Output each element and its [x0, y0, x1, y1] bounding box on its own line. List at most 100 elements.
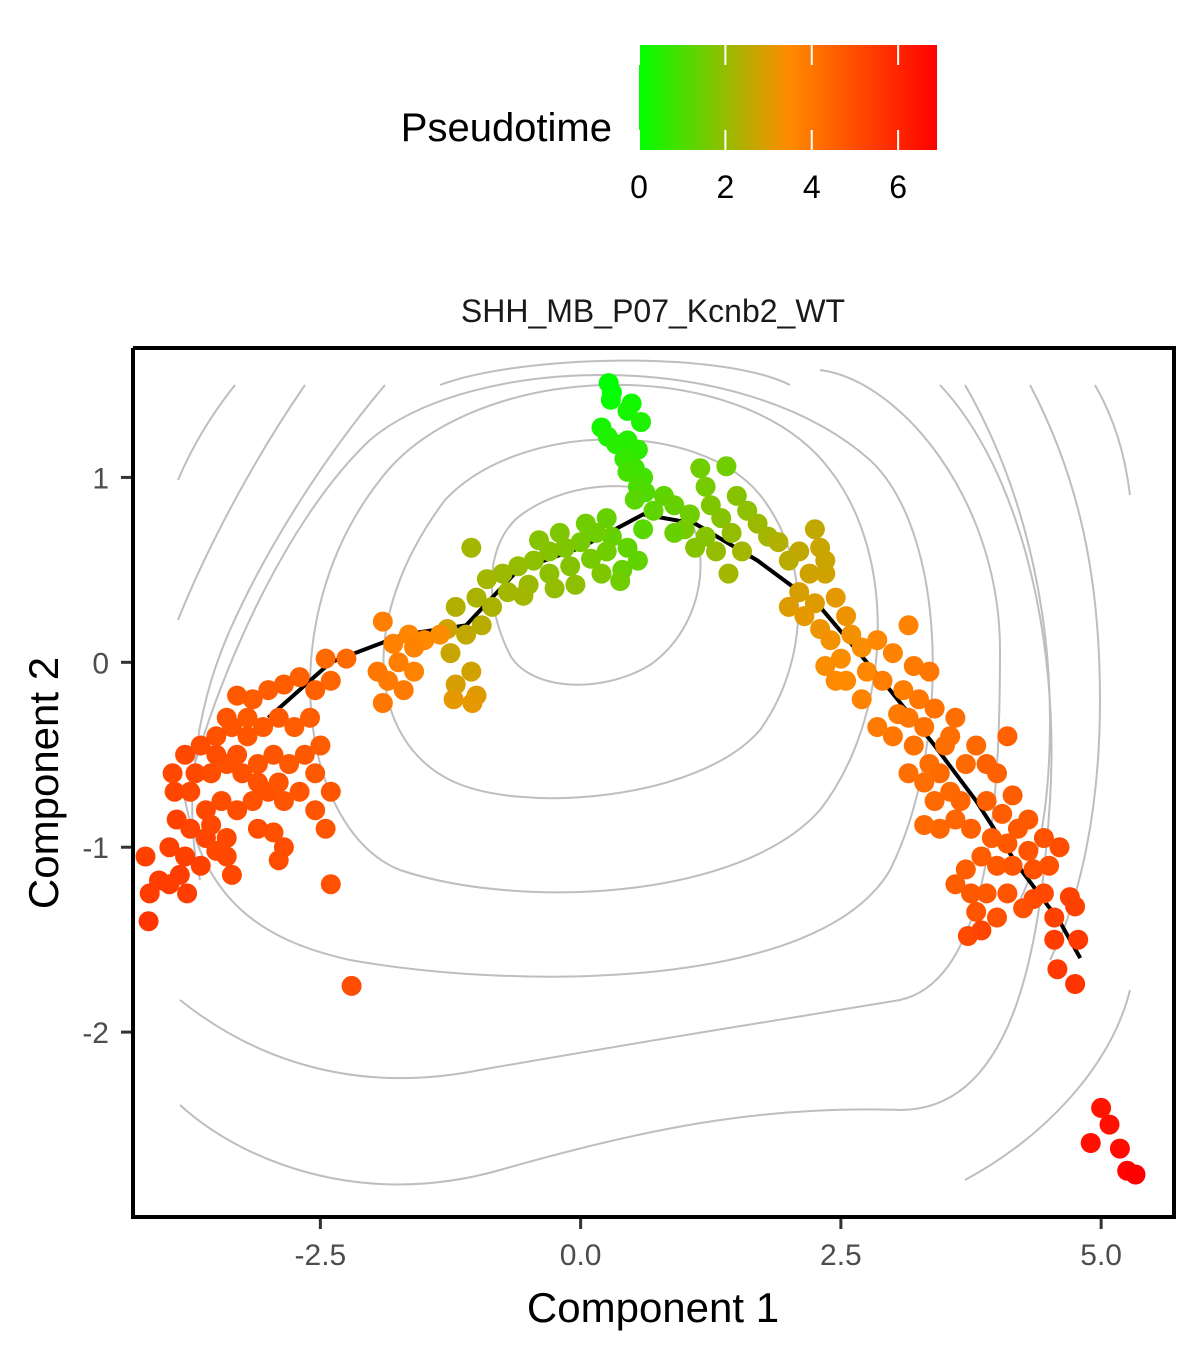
legend: Pseudotime 0 2 4 6	[401, 45, 937, 205]
contour-line	[382, 438, 800, 800]
data-point	[945, 707, 966, 728]
data-point	[971, 846, 992, 867]
data-point	[135, 846, 156, 867]
data-point	[1044, 907, 1065, 928]
data-point	[206, 726, 227, 747]
data-point	[315, 648, 336, 669]
data-point	[706, 541, 726, 562]
data-point	[1018, 840, 1039, 861]
data-point	[815, 656, 836, 676]
data-point	[919, 661, 940, 682]
data-point	[971, 920, 992, 941]
data-point	[320, 874, 341, 895]
data-point	[508, 556, 529, 577]
data-point	[201, 763, 222, 784]
data-point	[393, 680, 414, 701]
data-point	[289, 781, 310, 802]
data-point	[190, 735, 211, 756]
data-point	[175, 744, 196, 765]
data-point	[320, 670, 341, 691]
data-point	[268, 772, 289, 793]
data-point	[966, 901, 987, 922]
data-point	[372, 611, 393, 632]
data-point	[258, 680, 279, 701]
data-point	[825, 587, 846, 608]
data-point	[1125, 1164, 1146, 1185]
data-point	[945, 874, 966, 895]
data-point	[268, 707, 289, 728]
x-tick-label: -2.5	[295, 1239, 347, 1272]
data-point	[149, 870, 169, 891]
data-point	[945, 809, 966, 830]
data-point	[1049, 837, 1070, 858]
data-point	[177, 883, 198, 904]
data-point	[1033, 883, 1054, 904]
data-point	[443, 689, 464, 710]
contour-line	[964, 989, 1131, 1181]
data-point	[1002, 785, 1023, 806]
data-point	[305, 680, 326, 701]
data-point	[305, 763, 326, 784]
data-point	[929, 818, 950, 839]
data-point	[955, 754, 976, 774]
data-point	[247, 818, 268, 839]
data-point	[162, 763, 183, 784]
data-point	[430, 624, 451, 645]
data-point	[300, 707, 320, 728]
data-point	[789, 541, 810, 562]
data-point	[341, 975, 362, 996]
data-point	[180, 781, 201, 802]
x-axis-ticks: -2.5 0.0 2.5 5.0	[295, 1219, 1122, 1272]
data-point	[643, 500, 664, 521]
data-point	[440, 643, 461, 664]
data-point	[1065, 974, 1086, 994]
data-point	[461, 661, 482, 682]
data-point	[898, 707, 919, 728]
data-point	[461, 537, 482, 558]
data-point	[836, 606, 857, 627]
data-point	[221, 864, 242, 885]
x-axis-label: Component 1	[527, 1284, 779, 1331]
data-point	[237, 707, 258, 728]
legend-tick-label: 0	[630, 169, 648, 205]
data-point	[263, 822, 284, 843]
data-point	[581, 548, 601, 569]
y-axis-ticks: 1 0 -1 -2	[82, 462, 131, 1050]
data-point	[1023, 859, 1044, 880]
contour-line	[439, 359, 791, 386]
data-point	[716, 456, 737, 477]
data-point	[1044, 929, 1065, 950]
data-point	[227, 685, 248, 706]
data-point	[997, 833, 1018, 854]
data-point	[175, 846, 196, 867]
data-point	[211, 791, 232, 811]
data-point	[627, 550, 648, 571]
data-point	[1109, 1138, 1130, 1159]
data-point	[732, 541, 752, 562]
data-point	[232, 763, 253, 784]
y-axis-label: Component 2	[20, 657, 67, 909]
data-point	[966, 735, 987, 756]
data-point	[575, 513, 596, 534]
data-points	[135, 373, 1146, 1185]
data-point	[898, 615, 919, 636]
data-point	[383, 633, 404, 654]
data-point	[997, 726, 1018, 747]
data-point	[600, 389, 621, 410]
data-point	[955, 859, 976, 880]
data-point	[185, 763, 206, 784]
data-point	[903, 656, 924, 676]
data-point	[273, 791, 294, 811]
data-point	[1080, 1133, 1101, 1153]
contour-line	[964, 384, 1052, 901]
data-point	[929, 763, 950, 784]
data-point	[631, 412, 651, 432]
data-point	[940, 726, 961, 747]
data-point	[206, 744, 227, 765]
y-tick-label: -1	[82, 832, 109, 865]
data-point	[695, 476, 716, 497]
legend-tick-label: 6	[889, 169, 907, 205]
data-point	[237, 726, 258, 747]
data-point	[320, 781, 341, 802]
